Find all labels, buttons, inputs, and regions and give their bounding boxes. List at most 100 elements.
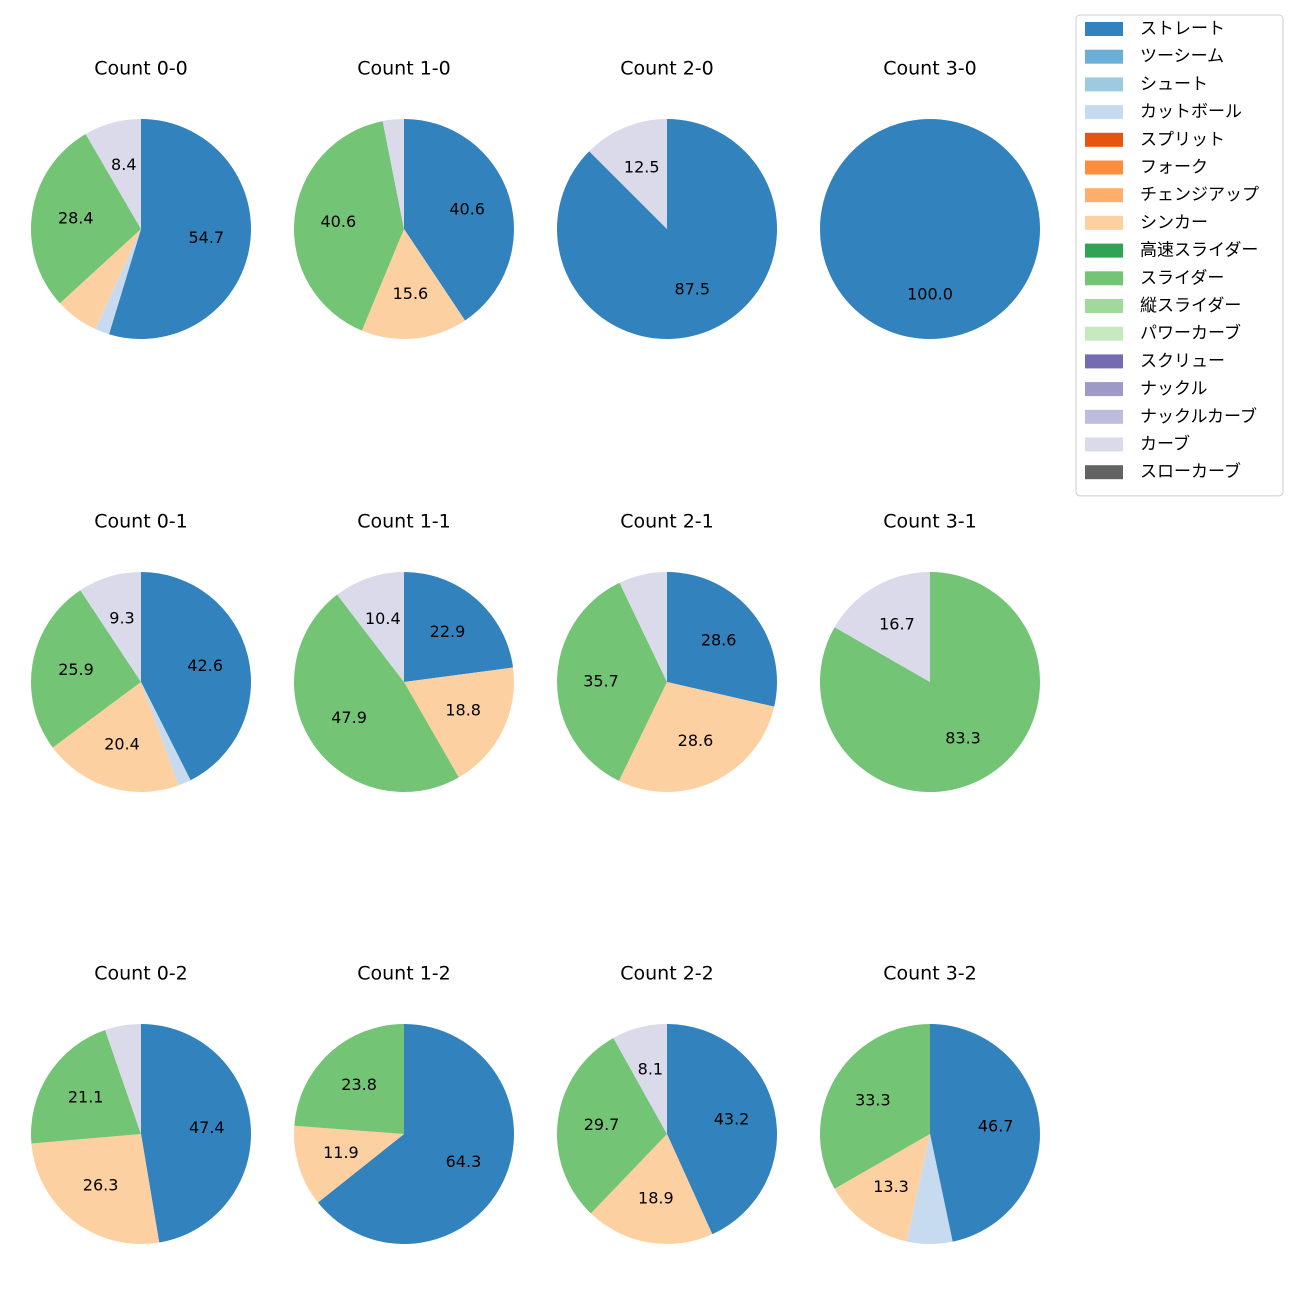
slice-スライダー bbox=[819, 1023, 930, 1189]
pie-count-3-1: Count 3-1 83.3 16.7 bbox=[819, 511, 1040, 792]
slice-ストレート bbox=[108, 119, 251, 339]
legend-swatch bbox=[1085, 188, 1123, 203]
pie-title: Count 2-1 bbox=[620, 511, 714, 533]
legend-label: スプリット bbox=[1140, 130, 1225, 150]
slice-カーブ bbox=[619, 572, 667, 682]
slice-label: 87.5 bbox=[674, 279, 710, 298]
slice-スライダー bbox=[31, 1030, 142, 1144]
slice-カットボール bbox=[906, 1134, 953, 1244]
legend-swatch bbox=[1085, 243, 1123, 258]
slice-スライダー bbox=[557, 582, 667, 781]
slice-スライダー bbox=[293, 121, 404, 331]
slice-label: 13.3 bbox=[873, 1177, 909, 1196]
legend-label: ストレート bbox=[1140, 19, 1225, 39]
slice-label: 35.7 bbox=[583, 671, 619, 690]
legend-label: 高速スライダー bbox=[1140, 241, 1258, 261]
slice-スライダー bbox=[556, 1037, 667, 1214]
slice-label: 16.7 bbox=[879, 614, 915, 633]
pie-count-0-2: Count 0-2 47.4 26.3 21.1 bbox=[31, 963, 251, 1244]
slice-label: 47.4 bbox=[189, 1118, 225, 1137]
pie-count-1-0: Count 1-0 40.6 15.6 40.6 bbox=[293, 58, 514, 339]
slice-label: 9.3 bbox=[109, 608, 134, 627]
slice-カーブ bbox=[85, 118, 141, 229]
slice-ストレート bbox=[667, 1024, 778, 1235]
legend-swatch bbox=[1085, 215, 1123, 230]
pie-title: Count 1-1 bbox=[357, 511, 451, 533]
legend-swatch bbox=[1085, 354, 1123, 369]
pie-title: Count 1-2 bbox=[357, 963, 451, 985]
pie-title: Count 0-0 bbox=[94, 58, 188, 80]
slice-label: 46.7 bbox=[978, 1117, 1014, 1136]
slice-ストレート bbox=[404, 119, 514, 321]
legend-swatch bbox=[1085, 132, 1123, 147]
legend-label: チェンジアップ bbox=[1140, 185, 1259, 205]
slice-label: 40.6 bbox=[449, 199, 485, 218]
slice-label: 8.4 bbox=[111, 155, 136, 174]
slice-カーブ bbox=[105, 1024, 141, 1134]
slice-ストレート bbox=[930, 1024, 1040, 1242]
slice-スライダー bbox=[293, 594, 459, 793]
slice-label: 100.0 bbox=[907, 285, 953, 304]
slice-カーブ bbox=[834, 572, 930, 682]
slice-カットボール bbox=[141, 682, 191, 786]
slice-シンカー bbox=[293, 1125, 404, 1203]
legend-swatch bbox=[1085, 326, 1123, 341]
slice-シンカー bbox=[31, 1134, 160, 1244]
slice-label: 33.3 bbox=[855, 1090, 891, 1109]
slice-スライダー bbox=[31, 590, 141, 748]
slice-label: 20.4 bbox=[104, 735, 140, 754]
legend-label: スローカーブ bbox=[1140, 461, 1241, 482]
legend-label: スクリュー bbox=[1140, 351, 1225, 371]
pie-title: Count 3-2 bbox=[883, 963, 977, 985]
legend-label: カットボール bbox=[1140, 102, 1242, 122]
pie-title: Count 2-0 bbox=[620, 58, 714, 80]
slice-label: 10.4 bbox=[365, 609, 401, 628]
legend-label: ナックルカーブ bbox=[1140, 406, 1257, 427]
pie-count-1-2: Count 1-2 64.3 11.9 23.8 bbox=[293, 963, 515, 1244]
legend-frame bbox=[1075, 14, 1284, 497]
slice-シンカー bbox=[404, 667, 514, 778]
slice-ストレート bbox=[667, 572, 778, 707]
pie-title: Count 0-1 bbox=[94, 511, 188, 533]
slice-label: 28.4 bbox=[58, 209, 94, 228]
legend-label: シュート bbox=[1140, 74, 1208, 94]
slice-ストレート bbox=[141, 1024, 251, 1243]
slice-ストレート bbox=[404, 572, 514, 682]
slice-カットボール bbox=[95, 229, 141, 335]
legend-swatch bbox=[1085, 382, 1123, 397]
slice-カーブ bbox=[613, 1024, 667, 1134]
slice-label: 23.8 bbox=[341, 1075, 377, 1094]
slice-label: 15.6 bbox=[393, 284, 429, 303]
legend-label: フォーク bbox=[1140, 158, 1208, 178]
legend-swatch bbox=[1085, 271, 1123, 286]
slice-label: 40.6 bbox=[321, 212, 357, 231]
pie-count-3-2: Count 3-2 46.7 13.3 33.3 bbox=[819, 963, 1040, 1244]
pie-title: Count 3-1 bbox=[883, 511, 977, 533]
slice-label: 26.3 bbox=[83, 1176, 119, 1195]
pie-count-2-0: Count 2-0 87.5 12.5 bbox=[557, 58, 778, 339]
slice-label: 64.3 bbox=[446, 1152, 482, 1171]
legend-swatch bbox=[1085, 49, 1123, 64]
slice-シンカー bbox=[834, 1134, 930, 1242]
slice-スライダー bbox=[30, 133, 141, 304]
pie-count-3-0: Count 3-0 100.0 bbox=[820, 58, 1040, 339]
pie-count-2-2: Count 2-2 43.2 18.9 29.7 8.1 bbox=[556, 963, 778, 1245]
slice-label: 22.9 bbox=[430, 622, 466, 641]
legend-swatch bbox=[1085, 105, 1123, 120]
legend-label: スライダー bbox=[1140, 268, 1224, 288]
legend-swatch bbox=[1085, 299, 1123, 313]
legend-swatch bbox=[1085, 160, 1123, 175]
slice-label: 47.9 bbox=[331, 708, 367, 727]
legend-label: ツーシーム bbox=[1140, 47, 1224, 67]
slice-label: 8.1 bbox=[638, 1060, 663, 1079]
pie-charts: Count 0-0 54.7 28.4 8.4 Count 1-0 40.6 15.6 40.… bbox=[30, 58, 1040, 1245]
slice-ストレート bbox=[557, 119, 778, 339]
pie-count-2-1: Count 2-1 28.6 28.6 35.7 bbox=[557, 511, 778, 792]
pie-title: Count 1-0 bbox=[357, 58, 451, 80]
slice-シンカー bbox=[590, 1134, 713, 1245]
slice-label: 29.7 bbox=[584, 1115, 620, 1134]
slice-label: 43.2 bbox=[714, 1110, 750, 1129]
pie-count-1-1: Count 1-1 22.9 18.8 47.9 10.4 bbox=[293, 511, 514, 793]
slice-label: 28.6 bbox=[701, 630, 737, 649]
legend-label: ナックル bbox=[1140, 379, 1208, 399]
